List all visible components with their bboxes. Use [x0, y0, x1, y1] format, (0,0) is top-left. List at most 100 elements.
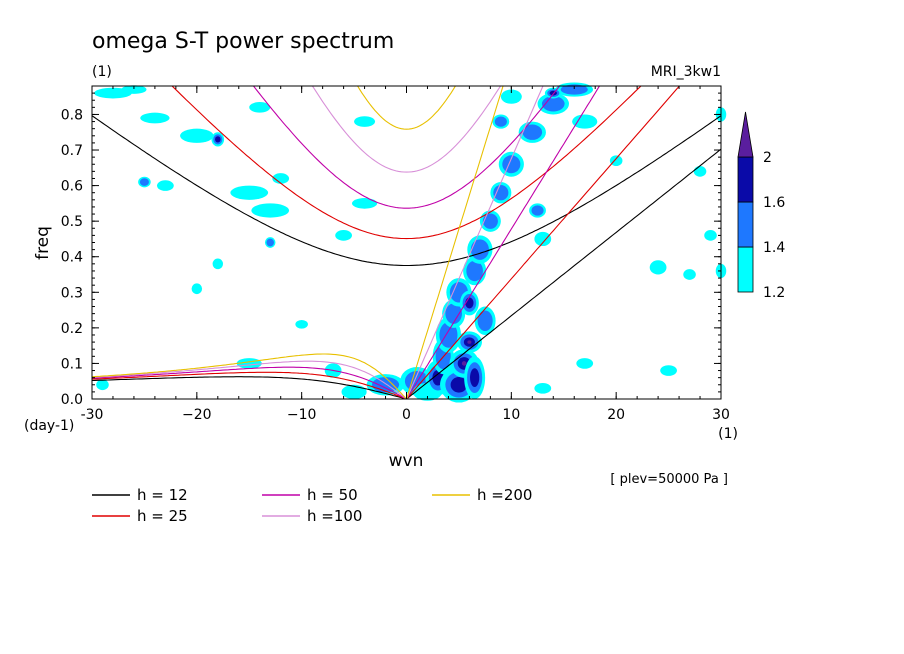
power-blob-11-level-2	[465, 297, 474, 309]
y-tick-label: 0.6	[61, 179, 83, 195]
power-blob-7-level-3	[461, 361, 467, 366]
power-blob-58-level-0	[534, 382, 552, 394]
power-blob-24-level-0	[500, 89, 522, 104]
power-blob-33-level-0	[272, 173, 290, 184]
curve-ig-h100	[311, 86, 502, 173]
y-tick-label: 0.3	[61, 285, 83, 301]
x-tick-label: −10	[287, 407, 317, 423]
legend: h = 12 h = 25 h = 50 h =100 h =200	[92, 486, 532, 525]
power-blob-22-level-1	[531, 205, 544, 216]
power-blob-56-level-0	[609, 155, 623, 167]
power-blob-18-level-1	[522, 124, 543, 140]
power-blob-14-level-1	[477, 310, 493, 331]
level-note: [ plev=50000 Pa ]	[610, 472, 728, 487]
power-blob-20-level-1	[560, 84, 588, 95]
power-blob-25-level-1	[494, 116, 507, 127]
power-blob-55-level-0	[572, 114, 598, 129]
colorbar-label: 1.4	[763, 240, 785, 256]
colorbar-label: 2	[763, 150, 772, 166]
colorbar-segment-2	[737, 156, 754, 203]
power-blob-53-level-0	[212, 258, 224, 270]
curve-ig-h200	[356, 86, 457, 130]
legend-label-h12: h = 12	[137, 486, 188, 504]
colorbar-label: 1.6	[763, 195, 785, 211]
power-blob-12-level-1	[466, 260, 483, 282]
power-blob-30-level-2	[215, 136, 221, 143]
colorbar-segment-1	[737, 201, 754, 248]
colorbar-extend-arrow	[737, 111, 754, 158]
curve-rossby-h200	[92, 353, 407, 399]
power-blob-59-level-0	[295, 320, 308, 329]
y-axis-label: freq	[33, 226, 53, 260]
model-name: MRI_3kw1	[651, 64, 721, 80]
y-tick-label: 0.4	[61, 250, 83, 266]
power-blob-46-level-0	[683, 269, 696, 280]
y-tick-label: 0.1	[61, 356, 83, 372]
curve-kelvin-h200	[405, 86, 504, 399]
x-tick-label: −20	[182, 407, 212, 423]
power-blob-54-level-1	[266, 238, 274, 247]
axis-ticks: -30 −20 −10 0 10 20 30 0.0 0.1 0.2 0.3 0.4 0.5 0.6 0.7…	[61, 86, 730, 423]
power-blob-57-level-0	[576, 358, 594, 369]
x-axis-label: wvn	[389, 451, 424, 471]
y-tick-label: 0.7	[61, 143, 83, 159]
power-blob-31-level-0	[230, 185, 269, 200]
power-blob-13-level-1	[470, 239, 489, 260]
colorbar: 1.2 1.4 1.6 2	[737, 111, 785, 301]
legend-label-h100: h =100	[307, 507, 362, 525]
chart-subtitle: (1)	[92, 64, 112, 80]
x-tick-label: 0	[402, 407, 411, 423]
power-blob-36-level-0	[140, 112, 170, 124]
power-blob-32-level-0	[251, 203, 290, 218]
power-blob-23-level-0	[534, 231, 552, 247]
power-blob-48-level-0	[693, 166, 707, 177]
power-blob-45-level-0	[660, 365, 677, 376]
power-blob-51-level-0	[96, 379, 109, 391]
x-tick-label: 30	[712, 407, 730, 423]
power-blob-43-level-0	[354, 116, 376, 127]
legend-label-h25: h = 25	[137, 507, 188, 525]
power-blob-38-level-0	[121, 85, 147, 94]
power-blob-47-level-0	[704, 230, 717, 241]
y-tick-label: 0.0	[61, 392, 83, 408]
power-blob-5-level-1	[445, 303, 462, 324]
power-blob-35-level-0	[335, 230, 352, 241]
power-blob-52-level-0	[191, 283, 203, 295]
power-blob-29-level-0	[180, 128, 214, 143]
curve-kelvin-h50	[406, 86, 601, 399]
y-tick-label: 0.2	[61, 321, 83, 337]
power-blob-15-level-1	[482, 213, 498, 229]
power-blob-6-level-2	[450, 376, 468, 393]
power-blob-8-level-3	[467, 340, 472, 344]
power-blob-41-level-0	[156, 180, 174, 191]
power-blob-4-level-1	[439, 322, 458, 348]
curve-kelvin-h100	[405, 86, 544, 399]
y-tick-label: 0.5	[61, 214, 83, 230]
curve-rossby-h50	[92, 366, 407, 399]
power-blob-44-level-0	[649, 260, 667, 275]
power-blob-27-level-0	[341, 384, 367, 399]
x-tick-label: -30	[81, 407, 104, 423]
x-tick-label: 10	[502, 407, 520, 423]
curve-ig-h12	[92, 115, 721, 267]
curve-rossby-h100	[92, 360, 407, 399]
power-blob-39-level-0	[249, 102, 271, 113]
curve-rossby-h25	[92, 371, 407, 399]
chart-title: omega S-T power spectrum	[92, 29, 394, 54]
colorbar-label: 1.2	[763, 285, 785, 301]
curve-ig-h25	[171, 86, 642, 240]
power-blob-9-level-2	[470, 368, 480, 388]
power-contours	[94, 82, 727, 403]
legend-label-h50: h = 50	[307, 486, 358, 504]
y-tick-label: 0.8	[61, 107, 83, 123]
legend-label-h200: h =200	[477, 486, 532, 504]
power-blob-19-level-1	[541, 96, 565, 112]
x-unit-label: (1)	[718, 426, 738, 442]
curve-ig-h50	[252, 86, 561, 209]
x-tick-label: 20	[607, 407, 625, 423]
power-blob-40-level-1	[139, 178, 149, 186]
power-blob-34-level-0	[351, 198, 378, 209]
y-unit-label: (day-1)	[24, 418, 74, 434]
power-blob-16-level-1	[493, 185, 509, 201]
